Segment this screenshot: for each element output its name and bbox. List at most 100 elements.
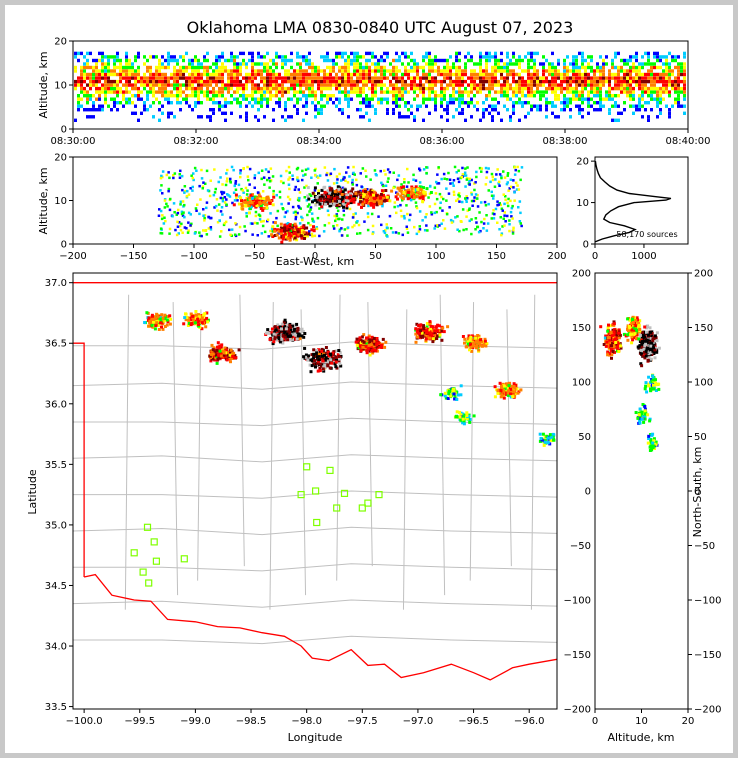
- density-cell: [107, 90, 110, 94]
- density-cell: [575, 69, 578, 73]
- density-cell: [668, 76, 671, 80]
- density-cell: [293, 94, 296, 98]
- density-cell: [683, 104, 686, 108]
- density-cell: [590, 55, 593, 59]
- density-cell: [674, 90, 677, 94]
- density-cell: [285, 332, 289, 336]
- density-cell: [296, 326, 300, 330]
- density-cell: [474, 217, 478, 220]
- density-cell: [593, 76, 596, 80]
- density-cell: [188, 86, 191, 91]
- density-cell: [258, 197, 262, 201]
- density-cell: [294, 213, 298, 216]
- density-cell: [307, 221, 310, 225]
- density-cell: [113, 90, 116, 94]
- density-cell: [374, 111, 377, 115]
- density-cell: [464, 72, 467, 77]
- density-cell: [374, 338, 378, 342]
- density-cell: [430, 211, 433, 214]
- density-cell: [457, 180, 461, 184]
- density-cell: [419, 79, 422, 84]
- density-cell: [317, 198, 321, 202]
- density-cell: [659, 97, 662, 101]
- density-cell: [223, 196, 227, 199]
- density-cell: [324, 202, 328, 206]
- density-cell: [176, 94, 179, 98]
- density-cell: [170, 83, 173, 87]
- density-cell: [265, 196, 269, 199]
- density-cell: [308, 51, 311, 56]
- density-cell: [632, 94, 635, 98]
- density-cell: [410, 58, 413, 63]
- density-cell: [677, 90, 680, 94]
- density-cell: [185, 94, 188, 98]
- density-cell: [448, 206, 451, 209]
- density-cell: [350, 79, 353, 84]
- density-cell: [200, 86, 203, 91]
- density-cell: [281, 83, 284, 87]
- density-cell: [413, 118, 416, 122]
- density-cell: [329, 83, 332, 87]
- density-cell: [665, 55, 668, 59]
- density-cell: [386, 97, 389, 101]
- density-cell: [182, 72, 185, 77]
- density-cell: [575, 62, 578, 66]
- density-cell: [503, 86, 506, 91]
- density-cell: [461, 208, 465, 211]
- density-cell: [599, 86, 602, 91]
- density-cell: [501, 225, 504, 228]
- density-cell: [159, 231, 162, 235]
- density-cell: [206, 115, 209, 119]
- density-cell: [206, 94, 209, 98]
- density-cell: [251, 193, 254, 197]
- density-cell: [288, 198, 292, 201]
- density-cell: [458, 90, 461, 94]
- density-cell: [581, 55, 584, 59]
- density-cell: [284, 76, 287, 80]
- density-cell: [317, 355, 321, 359]
- density-cell: [257, 118, 260, 122]
- density-cell: [320, 94, 323, 98]
- density-cell: [110, 55, 113, 59]
- density-cell: [416, 69, 419, 73]
- density-cell: [113, 79, 116, 84]
- density-cell: [323, 190, 327, 194]
- density-cell: [104, 83, 107, 87]
- density-cell: [245, 83, 248, 87]
- density-cell: [131, 69, 134, 73]
- density-cell: [101, 65, 104, 70]
- density-cell: [168, 208, 172, 212]
- density-cell: [434, 101, 437, 105]
- density-cell: [365, 94, 368, 98]
- density-cell: [659, 76, 662, 80]
- density-cell: [536, 86, 539, 91]
- density-cell: [110, 72, 113, 77]
- density-cell: [284, 86, 287, 91]
- density-cell: [575, 76, 578, 80]
- density-cell: [377, 76, 380, 80]
- density-cell: [216, 221, 220, 224]
- density-cell: [659, 79, 662, 84]
- density-cell: [295, 322, 299, 326]
- density-cell: [349, 201, 353, 205]
- density-cell: [497, 180, 501, 184]
- density-cell: [263, 62, 266, 66]
- density-cell: [342, 213, 346, 217]
- density-cell: [362, 86, 365, 91]
- density-cell: [263, 183, 266, 186]
- density-cell: [268, 180, 272, 183]
- density-cell: [452, 193, 456, 196]
- density-cell: [80, 104, 83, 108]
- density-cell: [158, 65, 161, 70]
- density-cell: [110, 90, 113, 94]
- density-cell: [326, 209, 330, 212]
- density-cell: [458, 101, 461, 105]
- density-cell: [362, 340, 366, 344]
- density-cell: [388, 171, 392, 174]
- density-cell: [414, 201, 418, 204]
- density-cell: [197, 83, 200, 87]
- density-cell: [287, 230, 291, 234]
- density-cell: [638, 97, 641, 101]
- density-cell: [650, 83, 653, 87]
- density-cell: [575, 65, 578, 70]
